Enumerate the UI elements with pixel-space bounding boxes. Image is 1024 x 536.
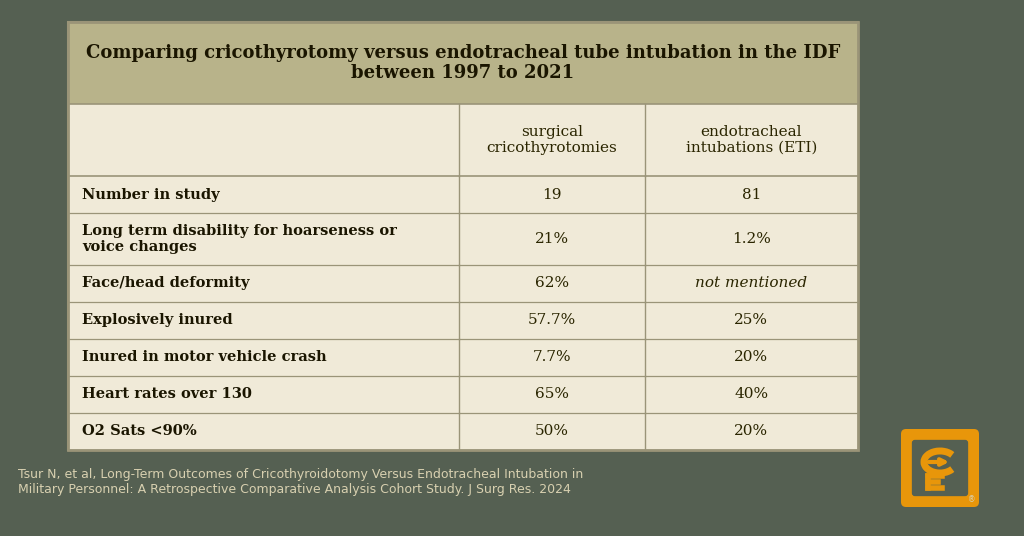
Text: Heart rates over 130: Heart rates over 130 <box>82 388 252 401</box>
Text: Comparing cricothyrotomy versus endotracheal tube intubation in the IDF
between : Comparing cricothyrotomy versus endotrac… <box>86 43 840 83</box>
Bar <box>68 339 858 376</box>
Text: Explosively inured: Explosively inured <box>82 314 232 327</box>
Text: 25%: 25% <box>734 314 768 327</box>
Text: Tsur N, et al, Long-Term Outcomes of Cricothyroidotomy Versus Endotracheal Intub: Tsur N, et al, Long-Term Outcomes of Cri… <box>18 468 584 496</box>
Bar <box>68 265 858 302</box>
Text: ®: ® <box>969 495 976 504</box>
Bar <box>68 22 858 450</box>
Text: Number in study: Number in study <box>82 188 219 202</box>
Text: 62%: 62% <box>535 277 569 291</box>
Bar <box>68 413 858 450</box>
Text: 1.2%: 1.2% <box>732 232 771 246</box>
Bar <box>68 376 858 413</box>
Text: endotracheal
intubations (ETI): endotracheal intubations (ETI) <box>686 125 817 155</box>
Text: surgical
cricothyrotomies: surgical cricothyrotomies <box>486 125 617 155</box>
Text: 40%: 40% <box>734 388 768 401</box>
Text: 7.7%: 7.7% <box>532 351 571 364</box>
Text: 50%: 50% <box>535 425 569 438</box>
Text: 65%: 65% <box>535 388 569 401</box>
Bar <box>68 176 858 213</box>
Bar <box>68 104 858 176</box>
Text: Inured in motor vehicle crash: Inured in motor vehicle crash <box>82 351 327 364</box>
Text: Long term disability for hoarseness or
voice changes: Long term disability for hoarseness or v… <box>82 224 397 254</box>
Text: 19: 19 <box>542 188 561 202</box>
Text: 81: 81 <box>741 188 761 202</box>
FancyBboxPatch shape <box>901 429 979 507</box>
Bar <box>68 22 858 104</box>
Bar <box>68 213 858 265</box>
Bar <box>68 22 858 450</box>
Text: 20%: 20% <box>734 425 768 438</box>
Text: Face/head deformity: Face/head deformity <box>82 277 250 291</box>
Text: not mentioned: not mentioned <box>695 277 807 291</box>
Text: O2 Sats <90%: O2 Sats <90% <box>82 425 197 438</box>
Bar <box>68 302 858 339</box>
Text: 21%: 21% <box>535 232 569 246</box>
Text: 57.7%: 57.7% <box>527 314 575 327</box>
FancyBboxPatch shape <box>911 440 968 496</box>
Text: 20%: 20% <box>734 351 768 364</box>
